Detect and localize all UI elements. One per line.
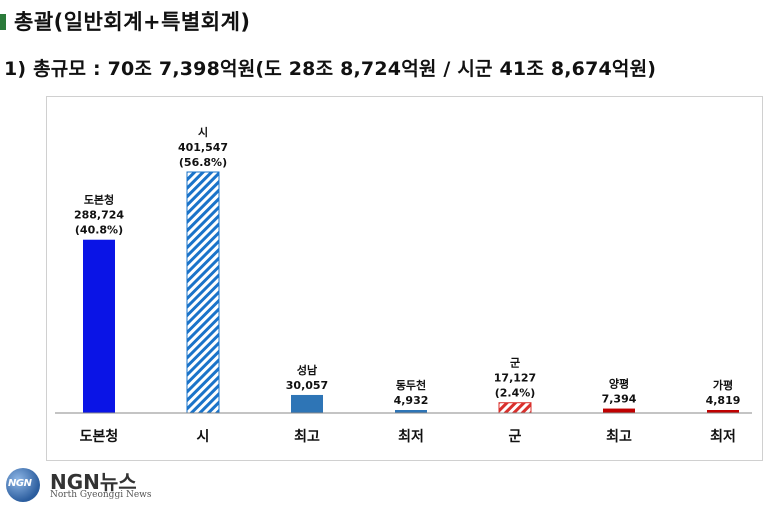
title-bullet-icon [0,14,6,30]
globe-logo-icon: NGN [6,468,40,502]
bar-chart: 도본청 288,724 (40.8%) 도본청 시 401,547 (56.8%) 시 성남 30… [46,96,763,461]
bar-3 [395,410,427,413]
category-label-1: 시 [197,429,210,445]
category-label-5: 최고 [606,429,632,445]
bar-4 [498,402,532,414]
bar-label-2-1: 30,057 [286,379,328,392]
bar-label-6-1: 4,819 [706,394,741,407]
category-label-2: 최고 [294,429,320,445]
bar-label-1-1: 401,547 [178,141,228,154]
bar-label-1-2: (56.8%) [179,156,227,169]
bar-5 [603,408,635,413]
category-label-6: 최저 [710,429,736,445]
chart-canvas: 도본청288,724(40.8%)도본청시401,547(56.8%)시성남30… [55,126,752,445]
bar-label-3-1: 4,932 [394,394,429,407]
bar-label-0-2: (40.8%) [75,224,123,237]
logo: NGN NGN뉴스 North Gyeonggi News [6,466,206,502]
page-subtitle: 1) 총규모 : 70조 7,398억원(도 28조 8,724억원 / 시군 … [4,58,657,80]
bar-label-6-0: 가평 [713,378,733,392]
bar-label-2-0: 성남 [297,363,317,377]
category-label-3: 최저 [398,429,424,445]
bar-label-4-1: 17,127 [494,372,536,385]
bar-2 [291,394,323,413]
logo-subtitle: North Gyeonggi News [50,490,152,500]
bar-1 [186,171,220,414]
bar-0 [83,239,115,413]
bar-label-1-0: 시 [198,126,208,139]
bar-label-0-1: 288,724 [74,209,124,222]
bar-label-3-0: 동두천 [396,378,426,392]
bar-label-4-2: (2.4%) [495,387,536,400]
bar-label-4-0: 군 [510,357,520,370]
logo-badge-text: NGN [8,478,32,489]
bar-label-5-0: 양평 [609,377,629,391]
page-title-text: 총괄(일반회계+특별회계) [14,10,251,34]
category-label-4: 군 [509,429,522,445]
logo-name: NGN뉴스 [50,470,137,494]
bar-label-5-1: 7,394 [602,393,637,406]
page-title: 총괄(일반회계+특별회계) [0,6,251,36]
bar-6 [707,410,739,413]
category-label-0: 도본청 [80,429,119,445]
bar-label-0-0: 도본청 [84,193,114,207]
